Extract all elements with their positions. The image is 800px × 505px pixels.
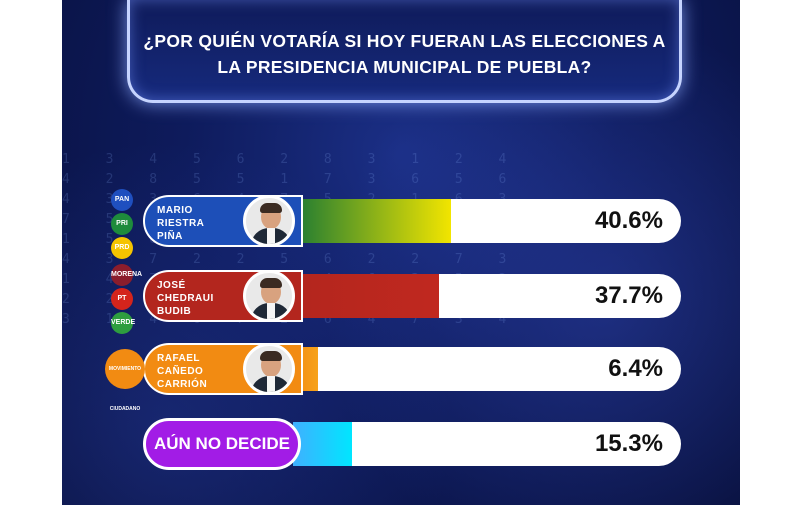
candidate-row: 37.7% JOSÉ CHEDRAUI BUDIB MORENA PT VERDE	[111, 264, 681, 334]
candidate-row: 6.4% RAFAEL CAÑEDO CARRIÓN MOVIMIENTO CIUD…	[105, 343, 681, 412]
data-bar	[293, 274, 440, 318]
person-avatar-icon	[243, 343, 295, 395]
party-logo-icon: MORENA	[111, 264, 142, 286]
data-label: 37.7%	[594, 282, 663, 309]
undecided-row: 15.3% AÚN NO DECIDE	[143, 418, 681, 470]
candidate-name: RAFAEL CAÑEDO CARRIÓN	[157, 353, 208, 390]
party-logo-icon: MOVIMIENTO CIUDADANO	[105, 349, 145, 412]
person-avatar-icon	[243, 270, 295, 322]
data-label: 15.3%	[594, 430, 663, 457]
undecided-label: AÚN NO DECIDE	[143, 418, 301, 470]
data-label: 6.4%	[608, 355, 663, 382]
party-logo-icon: PT	[111, 288, 133, 310]
candidate-name: MARIO RIESTRA PIÑA	[157, 205, 205, 242]
title-box: ¿POR QUIÉN VOTARÍA SI HOY FUERAN LAS ELE…	[127, 0, 682, 103]
data-bar	[293, 199, 451, 243]
person-avatar-icon	[243, 195, 295, 247]
party-logo-icon: VERDE	[111, 312, 135, 334]
bar-track	[293, 347, 681, 391]
party-logo-icon: PRD	[111, 237, 133, 259]
party-logo-icon: PRI	[111, 213, 133, 235]
candidate-row: 40.6% MARIO RIESTRA PIÑA PAN PRI PRD	[111, 189, 681, 259]
bar-track	[293, 422, 681, 466]
data-label: 40.6%	[594, 207, 663, 234]
party-logo-icon: PAN	[111, 189, 133, 211]
data-bar	[293, 422, 353, 466]
candidate-name: JOSÉ CHEDRAUI BUDIB	[157, 280, 214, 317]
chart-title: ¿POR QUIÉN VOTARÍA SI HOY FUERAN LAS ELE…	[143, 31, 666, 77]
